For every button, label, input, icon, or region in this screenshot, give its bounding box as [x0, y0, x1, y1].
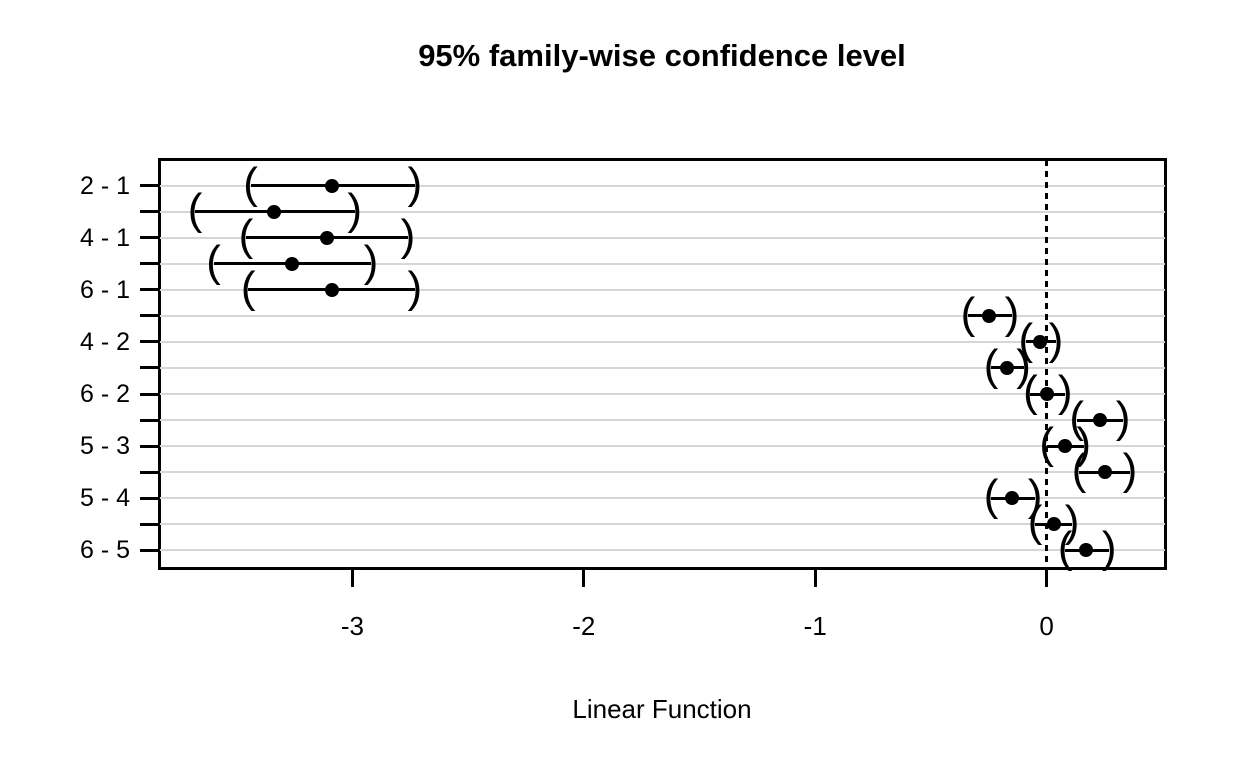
ci-paren-right: ) [1016, 340, 1031, 390]
ci-estimate-dot [266, 204, 281, 219]
ci-paren-left: ( [1057, 523, 1073, 573]
ci-estimate-dot [1079, 543, 1093, 558]
ci-estimate-dot [319, 230, 334, 245]
gridline [160, 523, 1165, 526]
ci-paren-right: ) [1004, 288, 1020, 338]
chart-title: 95% family-wise confidence level [418, 38, 906, 73]
ci-paren-right: ) [1076, 419, 1092, 469]
y-axis-tick [140, 418, 158, 422]
y-axis-tick [140, 314, 158, 318]
x-tick-label: -2 [572, 611, 596, 641]
gridline [160, 236, 1165, 239]
y-axis-tick [140, 444, 158, 448]
gridline [160, 184, 1165, 187]
gridline [160, 393, 1165, 396]
y-tick-label: 6 - 1 [79, 275, 130, 304]
gridline [160, 288, 1165, 291]
ci-paren-left: ( [1018, 314, 1034, 364]
ci-paren-left: ( [206, 236, 221, 286]
x-axis-tick [582, 570, 586, 587]
y-axis-tick [140, 496, 158, 500]
y-axis-tick [140, 210, 158, 214]
x-tick-label: -1 [803, 611, 827, 641]
ci-paren-left: ( [1039, 419, 1054, 469]
ci-paren-right: ) [363, 236, 379, 286]
gridline [160, 497, 1165, 500]
ci-paren-left: ( [1071, 445, 1087, 495]
ci-paren-left: ( [240, 262, 256, 312]
gridline [160, 471, 1165, 474]
y-tick-label: 5 - 3 [79, 432, 130, 461]
y-axis-tick [140, 470, 158, 474]
ci-paren-right: ) [407, 158, 423, 208]
ci-paren-right: ) [1101, 523, 1117, 573]
ci-paren-right: ) [1027, 471, 1043, 521]
ci-paren-right: ) [1122, 445, 1138, 495]
ci-paren-left: ( [238, 210, 254, 260]
y-tick-label: 5 - 4 [79, 484, 130, 513]
ci-paren-left: ( [1027, 497, 1043, 547]
ci-paren-left: ( [1069, 393, 1085, 443]
x-axis-tick [1045, 570, 1049, 587]
x-axis-title: Linear Function [572, 694, 752, 724]
ci-paren-right: ) [1057, 367, 1073, 417]
ci-estimate-dot [324, 178, 339, 193]
ci-paren-right: ) [1115, 393, 1131, 443]
ci-paren-right: ) [1048, 314, 1064, 364]
ci-paren-left: ( [243, 158, 258, 208]
y-axis-tick [140, 262, 158, 266]
y-axis-tick [140, 340, 158, 344]
zero-reference-line [1045, 160, 1049, 568]
ci-paren-right: ) [400, 210, 416, 260]
y-tick-label: 4 - 2 [79, 327, 130, 356]
gridline [160, 419, 1165, 422]
ci-paren-right: ) [347, 184, 363, 234]
ci-estimate-dot [324, 282, 339, 297]
y-axis-tick [140, 548, 158, 552]
gridline [160, 314, 1165, 317]
y-axis-tick [140, 184, 158, 187]
y-axis-tick [140, 522, 158, 526]
y-tick-label: 2 - 1 [79, 171, 130, 200]
ci-estimate-dot [1046, 517, 1061, 532]
ci-paren-right: ) [1064, 497, 1080, 547]
gridline [160, 262, 1165, 265]
ci-estimate-dot [1032, 334, 1047, 349]
gridline [160, 445, 1165, 448]
y-axis-tick [140, 392, 158, 396]
ci-estimate-dot [1000, 360, 1015, 375]
ci-estimate-dot [285, 256, 300, 271]
gridline [160, 210, 1165, 213]
x-tick-label: -3 [340, 611, 364, 641]
ci-estimate-dot [981, 308, 996, 323]
y-tick-label: 4 - 1 [79, 223, 130, 252]
ci-paren-left: ( [960, 288, 976, 338]
y-tick-label: 6 - 5 [79, 536, 130, 565]
y-axis-tick [140, 236, 158, 240]
ci-estimate-dot [1058, 439, 1073, 454]
ci-paren-left: ( [187, 184, 203, 234]
ci-estimate-dot [1097, 465, 1112, 480]
ci-estimate-dot [1039, 387, 1054, 402]
ci-paren-left: ( [1023, 367, 1038, 417]
y-tick-label: 6 - 2 [79, 380, 130, 409]
gridline [160, 366, 1165, 369]
gridline [160, 549, 1165, 552]
x-axis-tick [813, 570, 817, 587]
x-tick-label: 0 [1039, 611, 1054, 641]
ci-estimate-dot [1092, 413, 1107, 428]
plot-area-border [158, 158, 1167, 570]
ci-paren-left: ( [983, 471, 999, 521]
y-axis-tick [140, 288, 158, 292]
y-axis-tick [140, 366, 158, 370]
ci-paren-right: ) [407, 262, 423, 312]
x-axis-tick [350, 570, 354, 587]
ci-paren-left: ( [983, 340, 999, 390]
ci-estimate-dot [1004, 491, 1019, 506]
gridline [160, 340, 1165, 343]
